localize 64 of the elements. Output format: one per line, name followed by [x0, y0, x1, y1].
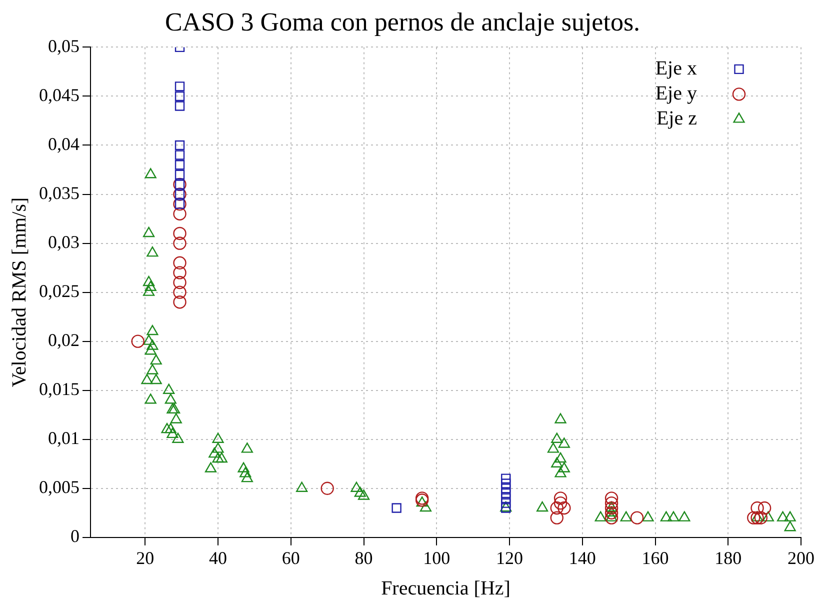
x-tick-label: 120 [496, 548, 524, 568]
x-tick-label: 60 [282, 548, 300, 568]
point [173, 207, 186, 220]
x-tick-label: 40 [209, 548, 228, 568]
x-tick-label: 140 [568, 548, 596, 568]
chart-title: CASO 3 Goma con pernos de anclaje sujetos. [164, 7, 640, 36]
point [131, 334, 144, 348]
x-tick-label: 20 [136, 548, 154, 568]
x-tick-label: 80 [354, 548, 373, 568]
point [173, 256, 186, 270]
x-tick-label: 200 [788, 548, 814, 568]
point [604, 511, 618, 524]
point [550, 501, 564, 515]
point [604, 492, 618, 505]
legend-label: Eje x [655, 57, 697, 80]
point [604, 501, 618, 515]
x-tick-label: 100 [423, 548, 450, 568]
point [320, 482, 334, 495]
x-axis-title: Frecuencia [Hz] [381, 577, 510, 600]
point [174, 160, 185, 170]
x-tick-label: 180 [714, 548, 742, 568]
point [754, 511, 768, 524]
y-tick-label: 0,015 [39, 379, 80, 400]
point [173, 266, 186, 280]
point [554, 496, 568, 510]
point [392, 503, 402, 513]
legend-label: Eje y [655, 82, 697, 104]
point [558, 501, 571, 515]
point [750, 501, 764, 515]
point [174, 170, 185, 180]
point [750, 511, 764, 524]
point [501, 488, 511, 498]
y-tick-label: 0,005 [39, 477, 80, 498]
point [174, 150, 185, 160]
y-tick-label: 0,04 [48, 134, 80, 154]
y-tick-label: 0,03 [48, 232, 80, 252]
point [630, 511, 644, 524]
point [554, 492, 568, 505]
point [604, 496, 618, 510]
y-tick-label: 0,045 [39, 84, 80, 105]
point [173, 286, 186, 299]
point [174, 140, 185, 150]
y-axis-title: Velocidad RMS [mm/s] [8, 197, 30, 388]
point [174, 91, 185, 102]
point [758, 501, 772, 515]
y-tick-label: 0,05 [48, 36, 80, 56]
legend-label: Eje z [656, 107, 698, 130]
point [173, 226, 186, 240]
y-tick-label: 0 [70, 526, 80, 546]
y-tick-label: 0,035 [39, 182, 80, 203]
point [501, 474, 511, 484]
point [173, 276, 186, 290]
point [747, 511, 760, 524]
point [173, 236, 186, 250]
y-tick-label: 0,01 [48, 428, 80, 448]
point [174, 82, 185, 92]
point [550, 511, 564, 524]
x-tick-label: 160 [642, 548, 669, 568]
point [604, 506, 618, 520]
point [173, 296, 186, 309]
point [501, 503, 511, 513]
y-tick-label: 0,025 [39, 281, 80, 302]
point [174, 101, 185, 111]
y-tick-label: 0,02 [48, 330, 80, 350]
